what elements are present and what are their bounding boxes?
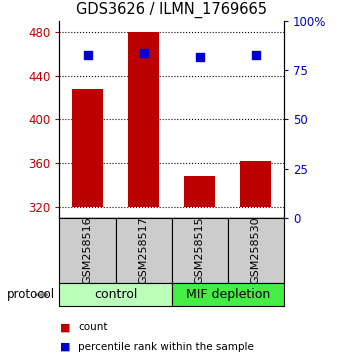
- Text: ■: ■: [59, 322, 70, 332]
- Bar: [184, 176, 215, 207]
- Bar: [116, 218, 172, 283]
- Bar: [128, 32, 159, 207]
- Text: count: count: [78, 322, 108, 332]
- Point: [141, 50, 146, 56]
- Bar: [59, 218, 116, 283]
- Point: [85, 52, 90, 57]
- Point: [253, 52, 258, 57]
- Text: GSM258530: GSM258530: [251, 217, 261, 284]
- Text: MIF depletion: MIF depletion: [186, 288, 270, 301]
- Bar: [228, 218, 284, 283]
- Bar: [59, 283, 172, 306]
- Bar: [72, 89, 103, 207]
- Bar: [240, 161, 271, 207]
- Text: percentile rank within the sample: percentile rank within the sample: [78, 342, 254, 352]
- Text: GSM258517: GSM258517: [139, 217, 149, 284]
- Text: protocol: protocol: [7, 289, 55, 301]
- Bar: [172, 218, 228, 283]
- Title: GDS3626 / ILMN_1769665: GDS3626 / ILMN_1769665: [76, 2, 267, 18]
- Bar: [172, 283, 284, 306]
- Text: ■: ■: [59, 342, 70, 352]
- Text: control: control: [94, 288, 137, 301]
- Text: GSM258515: GSM258515: [195, 217, 205, 284]
- Text: GSM258516: GSM258516: [83, 217, 92, 284]
- Point: [197, 54, 202, 59]
